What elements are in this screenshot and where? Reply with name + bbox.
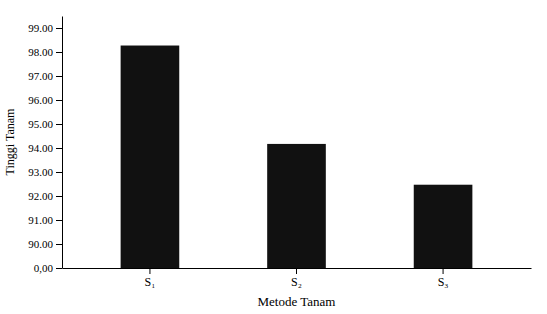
- x-tick-label: S₃: [438, 275, 449, 289]
- y-tick-mark: [56, 148, 62, 149]
- y-tick: 91.00: [28, 214, 62, 226]
- y-tick-label: 0,00: [34, 262, 54, 274]
- y-tick-mark: [56, 28, 62, 29]
- y-tick-mark: [56, 220, 62, 221]
- y-tick: 94.00: [28, 142, 62, 154]
- y-tick: 90.00: [28, 238, 62, 250]
- x-tick-label: S₂: [291, 275, 302, 289]
- y-tick-label: 90.00: [28, 238, 53, 250]
- y-tick-label: 92.00: [28, 190, 53, 202]
- y-tick-label: 98.00: [28, 46, 53, 58]
- plot: 0,00 90.00 91.00 92.00 93.00 94.00 95.00 96.00 9…: [28, 17, 531, 289]
- y-tick-label: 95.00: [28, 118, 53, 130]
- y-axis-line: [62, 17, 63, 269]
- y-tick-mark: [56, 76, 62, 77]
- x-tick-mark: [296, 268, 297, 274]
- x-tick: S₁: [145, 268, 156, 289]
- y-tick: 95.00: [28, 118, 62, 130]
- y-tick-label: 93.00: [28, 166, 53, 178]
- y-tick: 92.00: [28, 190, 62, 202]
- chart: 0,00 90.00 91.00 92.00 93.00 94.00 95.00 96.00 9…: [0, 0, 547, 314]
- x-tick-mark: [443, 268, 444, 274]
- y-tick-mark: [56, 172, 62, 173]
- y-axis-title: Tinggi Tanam: [3, 108, 17, 176]
- y-tick: 98.00: [28, 46, 62, 58]
- bars: [121, 46, 473, 268]
- y-tick-label: 91.00: [28, 214, 53, 226]
- x-tick: S₃: [438, 268, 449, 289]
- y-tick: 0,00: [34, 262, 62, 274]
- y-axis: 0,00 90.00 91.00 92.00 93.00 94.00 95.00 96.00 9…: [28, 17, 62, 275]
- y-tick: 99.00: [28, 22, 62, 34]
- y-tick-label: 96.00: [28, 94, 53, 106]
- y-tick-mark: [56, 52, 62, 53]
- y-tick-label: 99.00: [28, 22, 53, 34]
- bar: [121, 46, 180, 268]
- y-tick-label: 97.00: [28, 70, 53, 82]
- y-tick-mark: [56, 244, 62, 245]
- y-tick: 96.00: [28, 94, 62, 106]
- y-tick-mark: [56, 124, 62, 125]
- y-tick-label: 94.00: [28, 142, 53, 154]
- bar: [414, 185, 473, 268]
- x-tick-mark: [149, 268, 150, 274]
- x-axis-title: Metode Tanam: [258, 294, 336, 309]
- y-tick: 97.00: [28, 70, 62, 82]
- y-tick-mark: [56, 268, 62, 269]
- bar: [267, 144, 326, 268]
- x-tick-label: S₁: [145, 275, 156, 289]
- y-tick-mark: [56, 100, 62, 101]
- x-tick: S₂: [291, 268, 302, 289]
- y-tick-mark: [56, 196, 62, 197]
- x-axis: S₁ S₂ S₃: [63, 268, 532, 289]
- y-tick: 93.00: [28, 166, 62, 178]
